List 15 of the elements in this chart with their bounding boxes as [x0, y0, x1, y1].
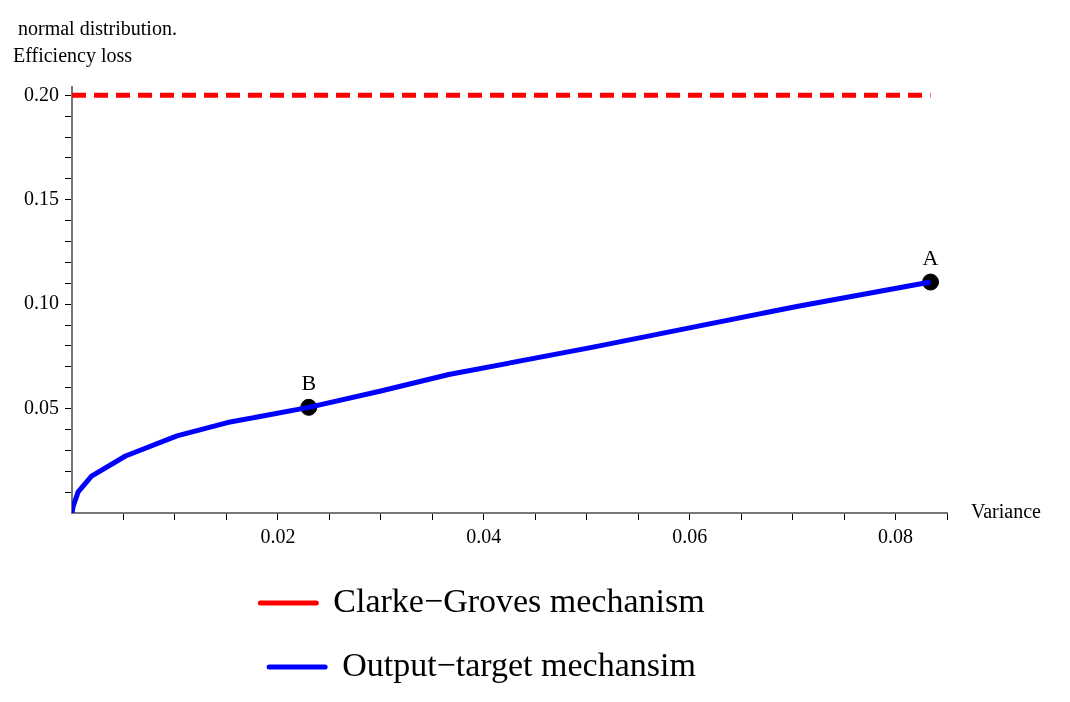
y-tick-label: 0.20	[24, 82, 59, 105]
x-tick-label: 0.02	[260, 525, 296, 548]
annotation: B	[301, 370, 317, 396]
legend-label: Clarke−Groves mechanism	[333, 581, 705, 619]
chart-title: normal distribution.	[18, 17, 177, 40]
annotation: A	[922, 244, 939, 270]
x-tick-label: 0.06	[672, 525, 708, 548]
legend-label: Output−target mechansim	[342, 645, 696, 683]
y-tick-label: 0.10	[24, 291, 59, 314]
x-tick-label: 0.08	[878, 525, 914, 548]
y-tick-label: 0.15	[24, 187, 59, 210]
x-tick-label: 0.04	[466, 525, 502, 548]
y-tick-label: 0.05	[24, 395, 59, 418]
y-axis-title: Efficiency loss	[13, 44, 133, 68]
x-axis-title: Variance	[971, 500, 1042, 523]
